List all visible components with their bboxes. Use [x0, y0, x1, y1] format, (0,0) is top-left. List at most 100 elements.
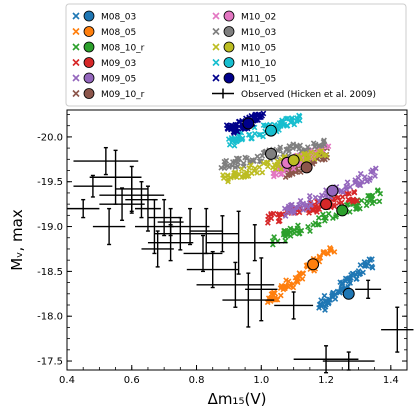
cluster-point	[358, 197, 365, 204]
cluster-point	[220, 175, 227, 182]
cluster-point	[338, 199, 345, 206]
legend-label: M08_10_r	[101, 44, 145, 54]
cluster-point	[319, 157, 326, 163]
cluster-point	[229, 137, 236, 143]
legend-item: M10_03	[212, 26, 276, 38]
x-tick-label: 0.8	[189, 375, 205, 386]
cluster-point	[364, 178, 371, 185]
legend-x-icon	[212, 43, 220, 51]
observed-point	[245, 257, 278, 322]
observed-point	[186, 250, 239, 289]
observed-point	[125, 181, 158, 219]
cluster-point	[340, 189, 347, 195]
y-tick-label: -18.5	[37, 267, 63, 278]
legend-x-icon	[72, 12, 80, 20]
cluster-point	[259, 112, 266, 119]
cluster-point	[320, 138, 327, 145]
cluster-point	[334, 288, 341, 295]
legend-circle-icon	[223, 72, 235, 84]
model-marker	[326, 184, 339, 197]
cluster-point	[316, 152, 322, 159]
cluster-point	[279, 119, 286, 125]
cluster-point	[332, 213, 339, 220]
legend-label: M08_03	[101, 13, 136, 23]
cluster-point	[297, 197, 304, 204]
legend-label: M09_10_r	[101, 90, 145, 100]
observed-point	[73, 174, 113, 198]
cluster-point	[312, 151, 319, 157]
cluster-point	[353, 275, 360, 282]
cluster-point	[291, 208, 298, 214]
legend-circle-icon	[223, 57, 235, 68]
observed-point	[154, 216, 207, 251]
cluster-point	[318, 297, 324, 304]
observed-point	[99, 176, 165, 214]
observed-point	[67, 198, 100, 219]
cluster-point	[284, 115, 291, 122]
observed-point	[183, 234, 223, 273]
legend: M08_03 M08_05 M08_10_r M09_03 M09_05 M09_10_r…	[65, 3, 407, 107]
y-tick-label: -19.0	[37, 222, 63, 233]
y-tick-label: -19.5	[37, 177, 63, 188]
cluster-point	[344, 190, 350, 197]
legend-item: M10_10	[212, 57, 276, 69]
cluster-point	[369, 167, 376, 174]
y-tick-label: -17.5	[37, 357, 63, 368]
cluster-point	[363, 262, 370, 269]
cluster-point	[345, 201, 352, 208]
cluster-point	[296, 273, 303, 280]
cluster-point	[271, 289, 277, 296]
cluster-point	[304, 201, 310, 208]
cluster-point	[255, 117, 262, 123]
legend-item: M08_10_r	[72, 41, 145, 54]
cluster-point	[268, 215, 275, 222]
cluster-point	[376, 198, 383, 205]
cluster-point	[256, 164, 263, 171]
legend-label: M09_05	[101, 75, 136, 85]
legend-x-icon	[212, 27, 220, 36]
cluster-point	[287, 225, 294, 232]
model-marker	[320, 198, 333, 211]
legend-item: M10_02	[212, 10, 276, 23]
cluster-point	[221, 165, 228, 172]
cluster-point	[346, 208, 353, 215]
cluster-point	[372, 173, 378, 179]
cluster-point	[277, 292, 284, 299]
cluster-point	[366, 256, 373, 263]
cluster-point	[321, 217, 328, 224]
observed-point	[73, 146, 139, 176]
cluster-point	[302, 150, 308, 157]
cluster-point	[326, 245, 333, 251]
cluster-point	[335, 194, 342, 201]
cluster-point	[226, 141, 233, 148]
model-marker	[242, 117, 255, 130]
cluster-point	[247, 162, 254, 169]
cluster-point	[311, 156, 318, 162]
observed-point	[135, 198, 174, 255]
cluster-point	[368, 263, 375, 270]
cluster-point	[264, 219, 271, 226]
cluster-point	[229, 125, 236, 132]
cluster-point	[223, 157, 230, 164]
legend-x-icon	[212, 12, 220, 20]
cluster-point	[248, 135, 255, 142]
cluster-point	[361, 174, 368, 180]
legend-label: M10_03	[241, 28, 276, 38]
legend-item: M11_05	[212, 72, 276, 85]
cluster-point	[374, 188, 381, 195]
x-axis-ticks: 0.4 0.6 0.8 1.0 1.2 1.4	[59, 365, 399, 386]
cluster-point	[356, 182, 363, 188]
cluster-point	[331, 249, 338, 255]
cluster-point	[318, 301, 325, 308]
observed-point	[222, 272, 275, 328]
cluster-point	[355, 175, 362, 181]
cluster-point	[306, 193, 313, 199]
legend-circle-icon	[223, 26, 235, 37]
legend-item: M10_05	[212, 41, 276, 54]
model-marker	[265, 147, 277, 160]
cluster-point	[318, 192, 325, 199]
observed-point	[274, 291, 314, 320]
cluster-point	[232, 164, 239, 171]
legend-circle-icon	[223, 10, 235, 22]
observed-point	[206, 215, 239, 253]
